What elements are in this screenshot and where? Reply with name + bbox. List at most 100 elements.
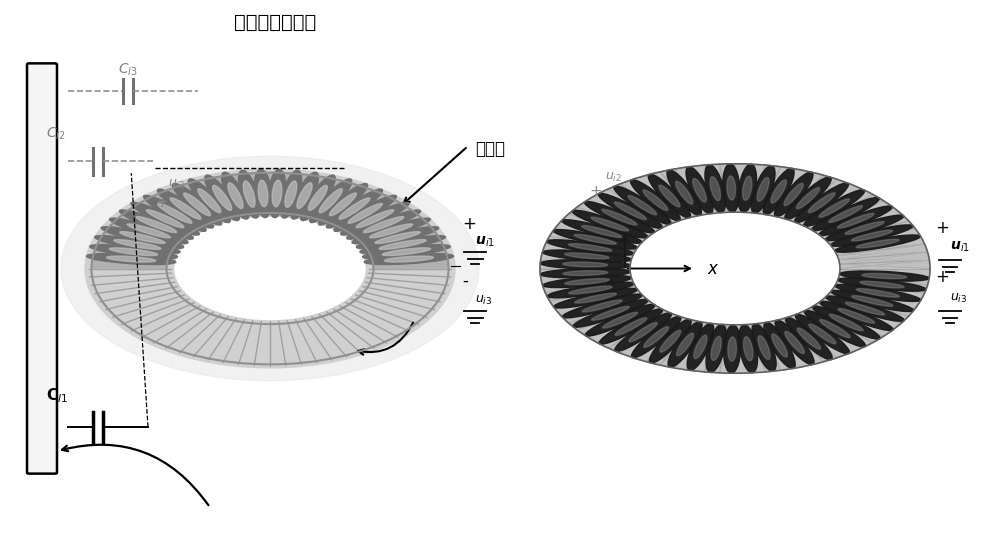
Ellipse shape <box>568 244 612 251</box>
Ellipse shape <box>614 186 671 224</box>
Ellipse shape <box>856 240 899 248</box>
Ellipse shape <box>95 236 180 253</box>
Ellipse shape <box>771 180 786 203</box>
Ellipse shape <box>628 195 657 215</box>
Ellipse shape <box>585 304 655 336</box>
Ellipse shape <box>582 226 622 237</box>
Ellipse shape <box>384 256 433 262</box>
Text: 屏蔽层: 屏蔽层 <box>475 140 505 158</box>
Ellipse shape <box>341 202 409 235</box>
Ellipse shape <box>198 188 221 213</box>
Text: $o$: $o$ <box>605 277 615 291</box>
Ellipse shape <box>819 199 849 217</box>
Ellipse shape <box>764 322 795 368</box>
Circle shape <box>630 212 840 325</box>
Ellipse shape <box>829 314 863 331</box>
Ellipse shape <box>280 170 302 218</box>
Ellipse shape <box>334 195 396 231</box>
Ellipse shape <box>774 172 813 217</box>
Ellipse shape <box>565 253 609 259</box>
Circle shape <box>192 227 348 310</box>
Text: $y$: $y$ <box>624 207 636 226</box>
Ellipse shape <box>644 326 669 347</box>
Ellipse shape <box>711 336 721 360</box>
Ellipse shape <box>569 286 612 294</box>
Ellipse shape <box>728 337 736 361</box>
Ellipse shape <box>603 313 637 328</box>
Ellipse shape <box>804 310 866 347</box>
Ellipse shape <box>329 193 356 216</box>
Ellipse shape <box>347 210 420 239</box>
Ellipse shape <box>310 179 352 223</box>
Ellipse shape <box>554 288 637 308</box>
Ellipse shape <box>170 198 201 219</box>
Text: $u_{i2}$: $u_{i2}$ <box>605 171 622 184</box>
Ellipse shape <box>820 301 893 331</box>
Ellipse shape <box>598 193 662 228</box>
Ellipse shape <box>743 176 752 200</box>
Ellipse shape <box>238 170 260 218</box>
Ellipse shape <box>840 271 929 281</box>
Ellipse shape <box>205 175 240 221</box>
Ellipse shape <box>146 210 184 228</box>
Text: 邻近的带电导体: 邻近的带电导体 <box>234 13 316 32</box>
Ellipse shape <box>360 236 445 253</box>
Ellipse shape <box>540 260 630 269</box>
Ellipse shape <box>272 180 282 207</box>
Ellipse shape <box>743 337 753 361</box>
Text: $u_{i3}$: $u_{i3}$ <box>950 292 967 304</box>
Ellipse shape <box>213 185 232 211</box>
Ellipse shape <box>705 165 726 213</box>
Ellipse shape <box>812 198 879 231</box>
Ellipse shape <box>547 282 634 298</box>
Ellipse shape <box>228 183 243 208</box>
Circle shape <box>175 217 365 320</box>
Ellipse shape <box>667 170 701 215</box>
Ellipse shape <box>838 278 926 291</box>
Ellipse shape <box>838 213 874 228</box>
Ellipse shape <box>751 165 775 213</box>
Ellipse shape <box>382 248 431 256</box>
Text: +: + <box>155 195 168 210</box>
Ellipse shape <box>375 231 420 243</box>
Ellipse shape <box>300 175 335 221</box>
Ellipse shape <box>114 240 161 249</box>
Ellipse shape <box>553 230 637 249</box>
Ellipse shape <box>326 189 382 228</box>
Ellipse shape <box>775 320 814 365</box>
Text: +: + <box>590 184 602 199</box>
Text: $C_{l2}$: $C_{l2}$ <box>46 126 66 142</box>
Ellipse shape <box>852 296 893 306</box>
Ellipse shape <box>797 187 820 209</box>
Text: $\boldsymbol{u}_{i1}$: $\boldsymbol{u}_{i1}$ <box>950 240 970 254</box>
Ellipse shape <box>677 333 694 356</box>
Ellipse shape <box>724 325 741 373</box>
Ellipse shape <box>86 253 176 265</box>
Ellipse shape <box>831 225 913 246</box>
Text: $\mathbf{C}_{l1}$: $\mathbf{C}_{l1}$ <box>46 387 68 405</box>
Text: $x$: $x$ <box>707 259 719 278</box>
Text: +: + <box>462 214 476 233</box>
Circle shape <box>61 156 479 381</box>
Ellipse shape <box>592 307 629 321</box>
Text: -: - <box>462 272 468 290</box>
Text: $u_{i3}$: $u_{i3}$ <box>475 294 492 307</box>
Ellipse shape <box>573 299 648 328</box>
Ellipse shape <box>268 169 286 217</box>
Ellipse shape <box>285 181 297 207</box>
Ellipse shape <box>687 323 714 371</box>
Ellipse shape <box>575 293 617 303</box>
Ellipse shape <box>629 323 657 342</box>
Ellipse shape <box>90 245 177 259</box>
Ellipse shape <box>660 330 681 352</box>
Ellipse shape <box>127 224 170 238</box>
Ellipse shape <box>543 275 631 288</box>
Ellipse shape <box>379 240 426 249</box>
Ellipse shape <box>820 320 850 338</box>
Ellipse shape <box>602 209 637 225</box>
Ellipse shape <box>804 190 865 227</box>
Text: +: + <box>935 219 949 237</box>
Ellipse shape <box>615 313 671 351</box>
Ellipse shape <box>297 183 312 208</box>
Ellipse shape <box>785 331 804 353</box>
